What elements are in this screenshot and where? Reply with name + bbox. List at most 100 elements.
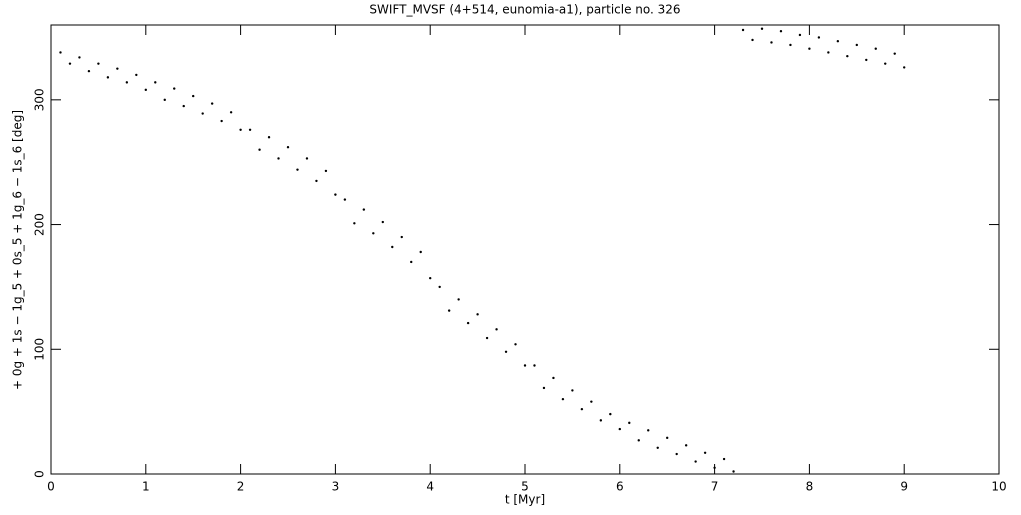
data-point — [533, 364, 536, 367]
data-point — [571, 389, 574, 392]
data-point — [372, 232, 375, 235]
data-point — [277, 157, 280, 160]
data-point — [457, 298, 460, 301]
data-point — [514, 343, 517, 346]
data-point — [504, 350, 508, 353]
data-point — [324, 169, 328, 173]
data-point — [751, 38, 754, 42]
data-point — [125, 81, 129, 84]
data-point — [675, 452, 678, 456]
data-point — [770, 41, 773, 44]
data-point — [618, 427, 621, 431]
data-point — [447, 309, 451, 312]
data-point — [116, 67, 119, 70]
data-point — [182, 104, 185, 108]
data-point — [808, 47, 811, 50]
data-point — [495, 328, 498, 331]
plot-frame — [50, 24, 1000, 475]
data-point — [400, 235, 403, 239]
data-point — [68, 62, 72, 65]
y-tick-label: 300 — [33, 88, 47, 111]
data-point — [353, 222, 356, 225]
data-point — [684, 444, 688, 447]
data-point — [362, 208, 366, 211]
data-point — [523, 364, 527, 367]
data-point — [656, 446, 659, 450]
data-point — [561, 397, 565, 401]
data-point — [343, 198, 347, 201]
data-point — [334, 193, 337, 196]
x-tick-label: 0 — [47, 480, 55, 494]
data-point — [144, 88, 147, 92]
x-tick-label: 5 — [521, 480, 529, 494]
data-point — [381, 220, 384, 224]
data-point — [817, 36, 821, 39]
data-point — [893, 52, 896, 55]
data-point — [647, 429, 650, 432]
data-point — [628, 421, 631, 425]
data-point — [173, 87, 176, 90]
data-point — [874, 47, 877, 50]
data-point — [580, 407, 584, 411]
y-axis-label: + 0g + 1s − 1g_5 + 0s_5 + 1g_6 − 1s_6 [d… — [11, 110, 25, 390]
data-point — [552, 376, 555, 380]
data-point — [542, 386, 546, 390]
x-tick-label: 4 — [426, 480, 434, 494]
data-point — [760, 27, 764, 30]
data-point — [315, 179, 318, 183]
data-point — [97, 62, 100, 65]
x-axis-label: t [Myr] — [505, 493, 545, 507]
data-point — [154, 81, 157, 84]
data-point — [741, 28, 745, 32]
data-point — [296, 168, 299, 171]
data-point — [694, 460, 697, 463]
data-point — [485, 336, 489, 340]
data-point — [87, 69, 91, 73]
data-point — [163, 98, 166, 102]
data-point — [865, 58, 868, 62]
data-point — [466, 321, 470, 325]
data-point — [637, 439, 640, 442]
x-tick-label: 3 — [332, 480, 340, 494]
data-point — [779, 30, 783, 33]
data-point — [267, 136, 271, 139]
data-point — [106, 76, 110, 79]
data-point — [286, 146, 290, 149]
data-point — [229, 111, 233, 114]
x-tick-label: 7 — [711, 480, 719, 494]
x-tick-label: 6 — [616, 480, 624, 494]
data-point — [59, 51, 62, 54]
data-point — [78, 56, 81, 59]
data-point — [846, 54, 849, 58]
data-point — [590, 400, 593, 403]
data-point — [419, 250, 422, 254]
data-point — [239, 128, 242, 131]
data-point — [827, 51, 830, 54]
data-point — [305, 157, 309, 160]
data-point — [391, 245, 394, 249]
y-tick-label: 100 — [33, 338, 47, 361]
data-point — [192, 94, 195, 98]
data-point — [836, 40, 840, 43]
x-tick-label: 9 — [900, 480, 908, 494]
data-point — [220, 119, 223, 123]
data-point — [903, 66, 906, 69]
data-point — [201, 112, 204, 115]
data-point — [438, 285, 441, 289]
x-tick-label: 2 — [237, 480, 245, 494]
data-point — [258, 148, 261, 151]
y-tick-label: 0 — [33, 470, 47, 478]
data-point — [713, 466, 716, 469]
data-point — [722, 457, 726, 461]
data-point — [410, 260, 413, 264]
data-point — [599, 419, 603, 422]
data-point — [135, 73, 138, 77]
data-point — [666, 436, 669, 440]
x-tick-label: 10 — [991, 480, 1006, 494]
data-point — [732, 470, 735, 473]
x-tick-label: 8 — [806, 480, 814, 494]
data-point — [703, 451, 707, 454]
y-tick-label: 200 — [33, 213, 47, 236]
data-point — [789, 43, 792, 47]
